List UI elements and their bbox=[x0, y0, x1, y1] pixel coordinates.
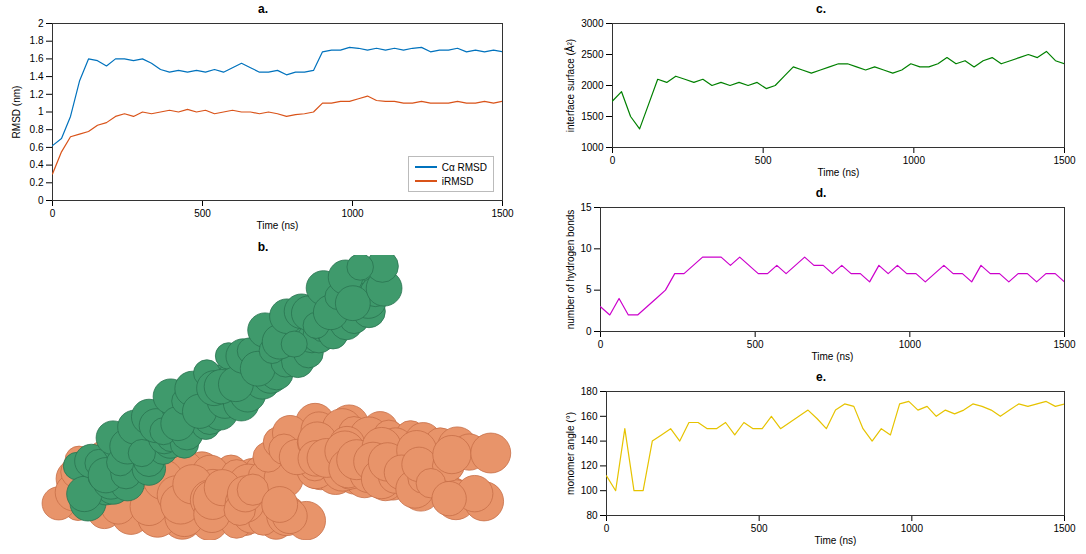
svg-text:Time (ns): Time (ns) bbox=[818, 167, 860, 178]
svg-text:1.4: 1.4 bbox=[30, 71, 44, 82]
svg-text:2500: 2500 bbox=[581, 49, 604, 60]
svg-text:10: 10 bbox=[580, 243, 592, 254]
svg-text:0.6: 0.6 bbox=[30, 142, 44, 153]
svg-text:120: 120 bbox=[581, 460, 598, 471]
svg-text:0: 0 bbox=[598, 339, 604, 350]
svg-text:1.8: 1.8 bbox=[30, 35, 44, 46]
svg-text:1500: 1500 bbox=[581, 111, 604, 122]
svg-text:160: 160 bbox=[581, 411, 598, 422]
html-text:c.: c. bbox=[816, 2, 826, 16]
html-text:b.: b. bbox=[257, 240, 269, 254]
svg-text:500: 500 bbox=[194, 208, 211, 219]
svg-text:Time (ns): Time (ns) bbox=[257, 220, 299, 231]
svg-text:3000: 3000 bbox=[581, 18, 604, 29]
svg-text:0: 0 bbox=[610, 155, 616, 166]
svg-text:1500: 1500 bbox=[1053, 339, 1076, 350]
svg-text:Time (ns): Time (ns) bbox=[815, 535, 857, 546]
svg-text:0: 0 bbox=[604, 523, 610, 534]
svg-text:1000: 1000 bbox=[901, 523, 924, 534]
html-text:d.: d. bbox=[815, 186, 827, 200]
svg-text:1000: 1000 bbox=[341, 208, 364, 219]
html-text:iRMSD: iRMSD bbox=[441, 175, 474, 187]
svg-text:180: 180 bbox=[581, 386, 598, 397]
svg-text:interface surface (Å²): interface surface (Å²) bbox=[564, 39, 576, 132]
svg-text:0: 0 bbox=[50, 208, 56, 219]
html-text:Cα RMSD: Cα RMSD bbox=[441, 161, 487, 173]
svg-text:1.2: 1.2 bbox=[30, 89, 44, 100]
svg-text:2: 2 bbox=[38, 18, 44, 29]
svg-text:Time (ns): Time (ns) bbox=[812, 351, 854, 362]
svg-text:100: 100 bbox=[581, 485, 598, 496]
svg-text:number of hydrogen bonds: number of hydrogen bonds bbox=[565, 210, 576, 330]
svg-text:1.6: 1.6 bbox=[30, 53, 44, 64]
svg-text:0: 0 bbox=[38, 195, 44, 206]
svg-text:500: 500 bbox=[747, 339, 764, 350]
svg-text:80: 80 bbox=[586, 510, 598, 521]
svg-text:500: 500 bbox=[755, 155, 772, 166]
svg-text:monomer angle (°): monomer angle (°) bbox=[565, 412, 576, 495]
html-text:a.: a. bbox=[258, 2, 268, 16]
svg-text:5: 5 bbox=[586, 284, 592, 295]
svg-text:15: 15 bbox=[580, 202, 592, 213]
svg-text:1000: 1000 bbox=[903, 155, 926, 166]
svg-text:500: 500 bbox=[751, 523, 768, 534]
svg-text:1500: 1500 bbox=[1053, 523, 1076, 534]
svg-text:0.8: 0.8 bbox=[30, 124, 44, 135]
html-text:e.: e. bbox=[816, 370, 826, 384]
svg-text:1: 1 bbox=[38, 106, 44, 117]
svg-text:0: 0 bbox=[586, 326, 592, 337]
svg-text:0.2: 0.2 bbox=[30, 177, 44, 188]
svg-text:140: 140 bbox=[581, 435, 598, 446]
svg-text:1000: 1000 bbox=[899, 339, 922, 350]
svg-text:2000: 2000 bbox=[581, 80, 604, 91]
svg-text:0.4: 0.4 bbox=[30, 159, 44, 170]
svg-text:1500: 1500 bbox=[1053, 155, 1076, 166]
svg-text:1000: 1000 bbox=[581, 142, 604, 153]
svg-text:1500: 1500 bbox=[491, 208, 514, 219]
svg-text:RMSD (nm): RMSD (nm) bbox=[11, 86, 22, 139]
